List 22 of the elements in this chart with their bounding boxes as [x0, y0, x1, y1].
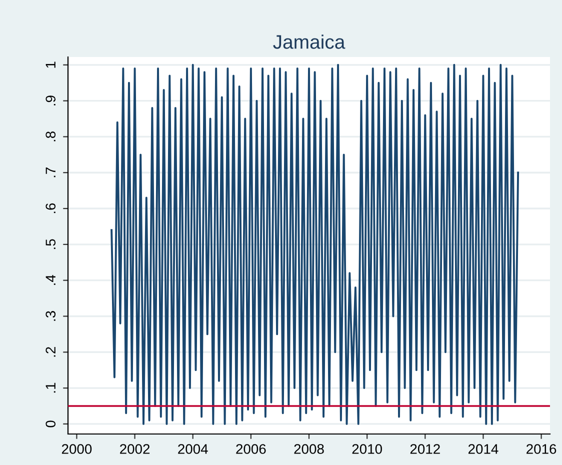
x-tick-label: 2002 [120, 444, 150, 454]
y-tick-label: .4 [46, 274, 56, 285]
x-tick-label: 2012 [410, 444, 440, 454]
y-tick-label: .2 [46, 347, 56, 357]
x-tick-label: 2000 [62, 444, 92, 454]
y-tick-label: .7 [46, 168, 56, 178]
y-tick-label: .3 [46, 311, 56, 321]
y-tick-label: 0 [46, 420, 56, 428]
x-tick-label: 2004 [178, 444, 208, 454]
x-tick-label: 2006 [236, 444, 266, 454]
y-tick-label: .8 [46, 132, 56, 142]
y-tick-label: .9 [46, 96, 56, 106]
x-tick-label: 2014 [468, 444, 498, 454]
chart-title: Jamaica [273, 34, 346, 49]
y-tick-label: .1 [46, 382, 56, 393]
y-tick-label: .5 [46, 239, 56, 249]
line-series [110, 64, 520, 425]
y-tick-label: .6 [46, 203, 56, 214]
x-tick-label: 2016 [526, 444, 556, 454]
x-tick-label: 2008 [294, 444, 324, 454]
x-tick-label: 2010 [352, 444, 382, 454]
y-tick-label: 1 [46, 62, 56, 68]
